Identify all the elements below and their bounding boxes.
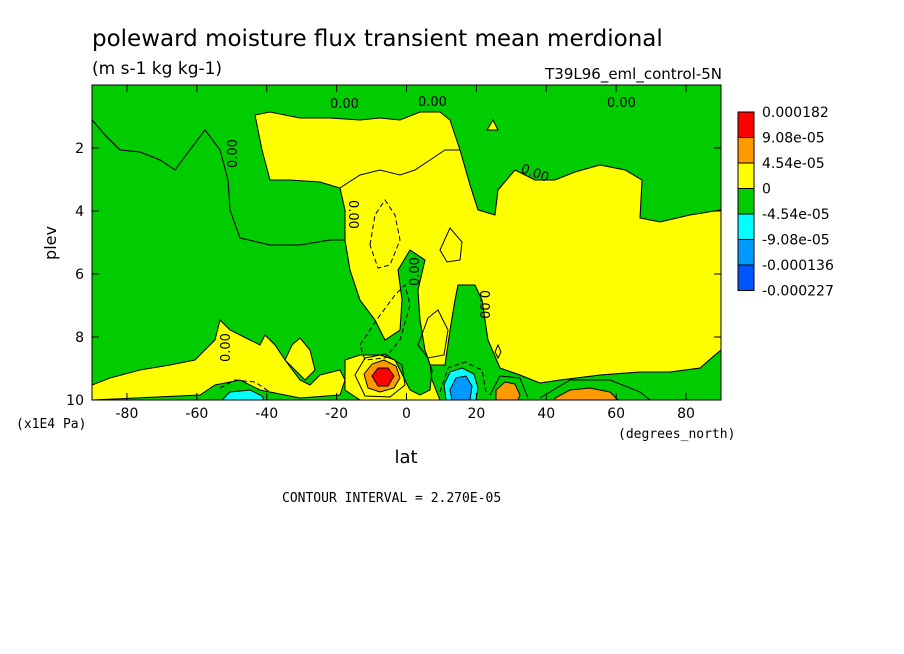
blue-min-core: [449, 375, 473, 400]
contour-label: 0.00: [219, 333, 234, 362]
y-tick-label: 2: [75, 141, 84, 157]
y-tick-label: 10: [66, 393, 84, 409]
positive-region-center: [339, 149, 721, 400]
x-axis-label: lat: [394, 447, 417, 468]
chart-units: (m s-1 kg kg-1): [92, 59, 222, 79]
x-tick-label: 60: [607, 406, 625, 422]
contour-label: 0.00: [607, 96, 636, 111]
legend-label: 4.54e-05: [762, 156, 825, 172]
legend-label: 0: [762, 182, 771, 198]
orange-max-52: [554, 387, 619, 400]
legend-swatch: [737, 264, 755, 291]
x-tick-label: -80: [116, 406, 139, 422]
x-tick-label: -40: [255, 406, 278, 422]
positive-island-upper-left: [284, 337, 316, 381]
red-max-core: [371, 367, 395, 387]
legend-label: -4.54e-05: [762, 207, 830, 223]
cyan-min-south: [221, 389, 265, 400]
y-units-label: (x1E4 Pa): [16, 417, 86, 432]
legend-swatch: [737, 111, 755, 138]
y-tick-label: 4: [75, 204, 84, 220]
legend-swatch: [737, 213, 755, 240]
x-tick-label: -20: [325, 406, 348, 422]
legend-label: -0.000136: [762, 258, 834, 274]
x-tick-label: 0: [402, 406, 411, 422]
axis-ticks: -80 -60 -40 -20 0 20 40 60 80 2 4 6 8 10: [66, 85, 721, 422]
dataset-label: T39L96_eml_control-5N: [544, 65, 722, 84]
contour-interval: CONTOUR INTERVAL = 2.270E-05: [282, 491, 501, 506]
contour-label: 0.00: [226, 139, 241, 168]
negative-contours: [219, 199, 487, 393]
x-tick-label: 80: [677, 406, 695, 422]
legend-label: 0.000182: [762, 105, 829, 121]
x-tick-label: -60: [185, 406, 208, 422]
legend-label: -9.08e-05: [762, 233, 830, 249]
legend-label: -0.000227: [762, 284, 834, 300]
positive-speck-1: [486, 118, 499, 131]
legend-swatch: [737, 162, 755, 189]
legend-label: 9.08e-05: [762, 131, 825, 147]
plot-area: 0.00 0.00 0.00 0.00 0.00 0.00 0.00 0.00 …: [66, 84, 722, 422]
color-legend: 0.000182 9.08e-05 4.54e-05 0 -4.54e-05 -9.08e…: [737, 105, 834, 300]
legend-swatch: [737, 137, 755, 164]
legend-swatch: [737, 239, 755, 266]
contour-label: 0.00: [476, 290, 491, 319]
positive-contours: [354, 227, 651, 400]
legend-swatch: [737, 188, 755, 215]
positive-speck-2: [494, 343, 502, 360]
y-tick-label: 6: [75, 267, 84, 283]
contour-label: 0.00: [408, 257, 423, 286]
y-axis-label: plev: [41, 226, 60, 260]
contour-label: 0.00: [418, 95, 447, 110]
contour-labels: 0.00 0.00 0.00 0.00 0.00 0.00 0.00 0.00 …: [219, 95, 636, 362]
positive-island-left: [92, 319, 346, 400]
chart-title: poleward moisture flux transient mean me…: [92, 26, 663, 52]
y-tick-label: 8: [75, 330, 84, 346]
x-units-label: (degrees_north): [618, 427, 735, 442]
x-tick-label: 20: [467, 406, 485, 422]
x-tick-label: 40: [537, 406, 555, 422]
contour-label: 0.00: [330, 97, 359, 112]
contour-label: 0.00: [345, 200, 360, 229]
orange-max-28: [495, 381, 521, 400]
